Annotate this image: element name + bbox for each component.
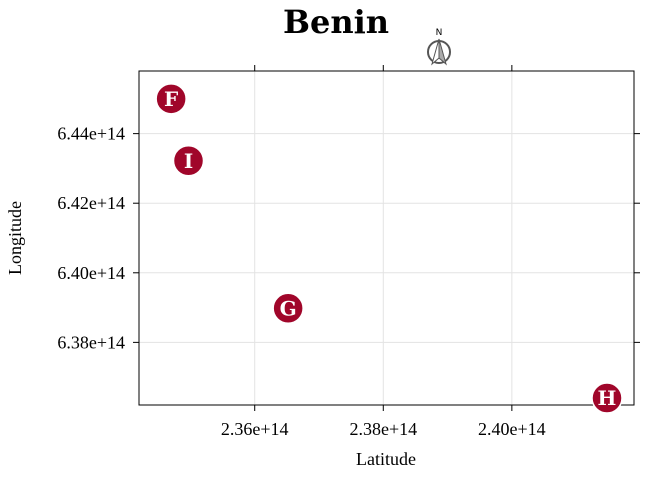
y-tick-label: 6.40e+14 <box>57 263 125 283</box>
plot-panel <box>138 70 635 406</box>
map-markers: F I G H <box>155 83 623 414</box>
x-tick-label: 2.38e+14 <box>349 419 417 439</box>
map-marker-h: H <box>591 382 623 414</box>
x-tick-label: 2.36e+14 <box>221 419 289 439</box>
axis-ticks: 2.36e+14 2.38e+14 2.40e+14 6.38e+14 6.40e+14… <box>57 65 640 439</box>
map-marker-f: F <box>155 83 187 115</box>
marker-label: I <box>184 149 193 173</box>
map-title: Benin <box>283 3 389 41</box>
x-tick-label: 2.40e+14 <box>478 419 546 439</box>
grid-lines <box>139 71 634 405</box>
marker-circle <box>272 292 304 325</box>
x-axis-label: Latitude <box>356 449 416 469</box>
map-marker-g: G <box>272 292 304 325</box>
y-tick-label: 6.38e+14 <box>57 332 125 352</box>
y-tick-label: 6.44e+14 <box>57 124 125 144</box>
north-arrow-letter: N <box>436 28 443 38</box>
marker-circle <box>591 382 623 414</box>
marker-circle <box>155 83 187 115</box>
north-arrow-icon: N <box>427 28 451 66</box>
marker-label: F <box>164 87 178 111</box>
marker-circle <box>172 145 205 177</box>
y-tick-label: 6.42e+14 <box>57 193 125 213</box>
y-axis-label: Longitude <box>5 201 25 275</box>
marker-label: H <box>598 386 617 410</box>
map-marker-i: I <box>172 145 205 177</box>
marker-label: G <box>280 296 297 320</box>
